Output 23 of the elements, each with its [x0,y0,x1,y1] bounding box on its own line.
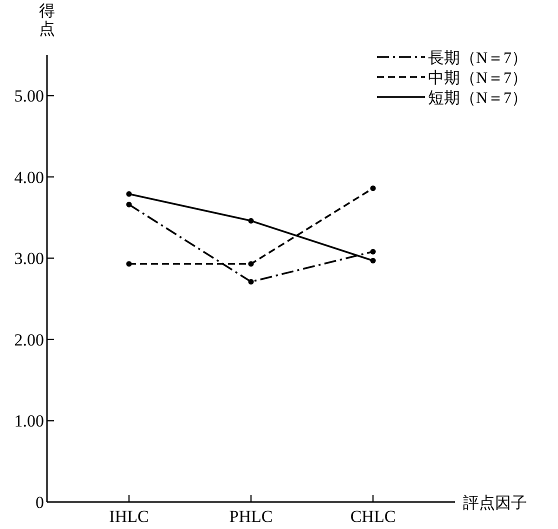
y-tick-label: 4.00 [14,168,44,187]
y-tick-label: 5.00 [14,86,44,106]
point [370,258,376,264]
point [126,191,132,197]
x-axis-title: 評点因子 [463,494,527,512]
point [126,261,132,267]
point [248,218,254,224]
y-axis-title: 得点 [39,3,55,38]
point [126,202,132,208]
point [370,185,376,192]
y-tick-label: 1.00 [14,412,44,431]
legend-label: 中期（N＝7） [428,69,528,87]
x-tick-label: PHLC [229,507,273,526]
point [370,248,376,254]
y-tick-label: 0 [36,493,44,512]
legend-label: 短期（N＝7） [428,89,528,107]
x-tick-label: IHLC [109,507,149,526]
y-tick-label: 3.00 [14,249,44,268]
legend-label: 長期（N＝7） [428,49,528,67]
point [248,278,254,285]
y-tick-label: 2.00 [14,330,44,350]
x-tick-label: CHLC [350,507,396,526]
point [248,261,254,267]
